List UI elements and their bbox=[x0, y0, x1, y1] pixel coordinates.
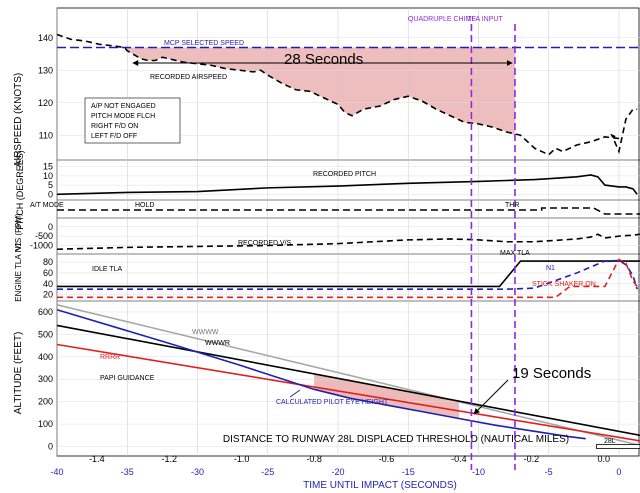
wwww-label: WWWW bbox=[192, 329, 219, 336]
ap-note-line-2: PITCH MODE FLCH bbox=[91, 113, 155, 120]
time-tick-label: -35 bbox=[121, 467, 134, 477]
runway-28l-label: 28L bbox=[604, 438, 616, 445]
papi-guidance-label: PAPI GUIDANCE bbox=[100, 375, 155, 382]
airspeed-tick-label: 120 bbox=[38, 98, 53, 108]
recorded-vs-label: RECORDED V/S bbox=[238, 240, 292, 247]
ap-note-box bbox=[84, 97, 181, 144]
thr-label: THR bbox=[505, 202, 519, 209]
distance-tick-label: -1.4 bbox=[89, 454, 105, 464]
airspeed-tick-label: 130 bbox=[38, 65, 53, 75]
wwwr-label: WWWR bbox=[205, 340, 230, 347]
distance-tick-label: -0.2 bbox=[524, 454, 540, 464]
runway-bar bbox=[596, 444, 640, 449]
time-tick-label: -40 bbox=[50, 467, 63, 477]
altitude-tick-label: 600 bbox=[38, 307, 53, 317]
engine-series-stick-shaker-on bbox=[57, 258, 638, 299]
marker-layer bbox=[84, 24, 640, 470]
ap-note-line-1: A/P NOT ENGAGED bbox=[91, 103, 156, 110]
altitude-series-wwwr bbox=[56, 324, 640, 437]
19-seconds-label: 19 Seconds bbox=[512, 365, 591, 382]
max-tla-label: MAX TLA bbox=[500, 250, 530, 257]
time-tick-label: -20 bbox=[331, 467, 344, 477]
altitude-series-wwww bbox=[56, 304, 640, 447]
at-mode-label: A/T MODE bbox=[30, 202, 64, 209]
airspeed-deficit-shading bbox=[124, 47, 515, 136]
pitch-series-recorded-pitch bbox=[56, 174, 638, 196]
ap-note-line-4: LEFT F/D OFF bbox=[91, 133, 137, 140]
airspeed-tick-label: 140 bbox=[38, 33, 53, 43]
pilot-eye-pointer bbox=[289, 389, 301, 398]
label-layer: AIRSPEED (KNOTS) PITCH (DEGREES) V/S (FP… bbox=[13, 16, 616, 491]
pitch-tick-label: 10 bbox=[43, 171, 53, 181]
19-seconds-arrow bbox=[473, 379, 509, 415]
engine-tick-label: 60 bbox=[43, 268, 53, 278]
time-tick-label: -15 bbox=[402, 467, 415, 477]
altitude-tick-label: 300 bbox=[38, 374, 53, 384]
pitch-tick-label: 5 bbox=[48, 180, 53, 190]
vs-series-recorded-v-s bbox=[56, 233, 640, 251]
distance-axis-title: DISTANCE TO RUNWAY 28L DISPLACED THRESHO… bbox=[223, 434, 569, 445]
vs-ylabel: V/S (FPM) bbox=[14, 213, 23, 251]
quadruple-chime-label: QUADRUPLE CHIME bbox=[408, 16, 476, 23]
altitude-ylabel: ALTITUDE (FEET) bbox=[13, 332, 24, 415]
engine-ylabel: ENGINE TLA N1 bbox=[14, 242, 23, 302]
distance-tick-label: 0.0 bbox=[598, 454, 611, 464]
engine-tick-label: 80 bbox=[43, 257, 53, 267]
hold-label: HOLD bbox=[135, 202, 154, 209]
time-axis-title: TIME UNTIL IMPACT (SECONDS) bbox=[303, 480, 457, 491]
distance-tick-label: -0.6 bbox=[379, 454, 395, 464]
vs-tick-label: -1000 bbox=[30, 241, 53, 251]
n1-label: N1 bbox=[546, 265, 555, 272]
28-seconds-label: 28 Seconds bbox=[284, 51, 363, 68]
pitch-tick-label: 15 bbox=[43, 162, 53, 172]
recorded-airspeed-label: RECORDED AIRSPEED bbox=[150, 74, 227, 81]
engine-series-n1 bbox=[57, 259, 638, 290]
distance-tick-label: -0.4 bbox=[451, 454, 467, 464]
time-tick-label: -30 bbox=[191, 467, 204, 477]
pitch-tick-label: 0 bbox=[48, 189, 53, 199]
shading-layer bbox=[124, 47, 515, 419]
altitude-tick-label: 500 bbox=[38, 329, 53, 339]
vs-tick-label: -500 bbox=[35, 231, 53, 241]
time-tick-label: -5 bbox=[545, 467, 553, 477]
altitude-tick-label: 0 bbox=[48, 442, 53, 452]
time-tick-label: -25 bbox=[261, 467, 274, 477]
engine-tick-label: 20 bbox=[43, 290, 53, 300]
pilot-eye-height-label: CALCULATED PILOT EYE HEIGHT bbox=[276, 399, 389, 406]
distance-tick-label: -0.8 bbox=[306, 454, 322, 464]
at-mode-series bbox=[57, 207, 640, 215]
time-tick-label: -10 bbox=[472, 467, 485, 477]
airspeed-ylabel: AIRSPEED (KNOTS) bbox=[13, 73, 24, 167]
altitude-series-rrrr bbox=[56, 343, 640, 442]
altitude-tick-label: 100 bbox=[38, 419, 53, 429]
engine-tick-label: 40 bbox=[43, 279, 53, 289]
distance-tick-label: -1.0 bbox=[234, 454, 250, 464]
grid-layer: 1101201301400510150-500-1000204060800100… bbox=[30, 7, 640, 477]
tla-input-label: TLA INPUT bbox=[467, 16, 503, 23]
altitude-series-calculated-pilot-eye-height bbox=[56, 308, 586, 440]
rrrr-label: RRRR bbox=[100, 354, 120, 361]
idle-tla-label: IDLE TLA bbox=[92, 266, 123, 273]
stick-shaker-label: STICK SHAKER ON bbox=[532, 281, 596, 288]
altitude-tick-label: 200 bbox=[38, 397, 53, 407]
altitude-tick-label: 400 bbox=[38, 352, 53, 362]
ap-note-line-3: RIGHT F/D ON bbox=[91, 123, 138, 130]
vs-tick-label: 0 bbox=[48, 222, 53, 232]
distance-tick-label: -1.2 bbox=[161, 454, 177, 464]
engine-series-idle-tla bbox=[57, 260, 640, 288]
time-tick-label: 0 bbox=[616, 467, 621, 477]
airspeed-tick-label: 110 bbox=[39, 130, 53, 140]
recorded-pitch-label: RECORDED PITCH bbox=[313, 171, 376, 178]
altitude-deviation-shading bbox=[314, 373, 459, 419]
mcp-speed-label: MCP SELECTED SPEED bbox=[164, 40, 244, 47]
pitch-ylabel: PITCH (DEGREES) bbox=[15, 150, 25, 230]
